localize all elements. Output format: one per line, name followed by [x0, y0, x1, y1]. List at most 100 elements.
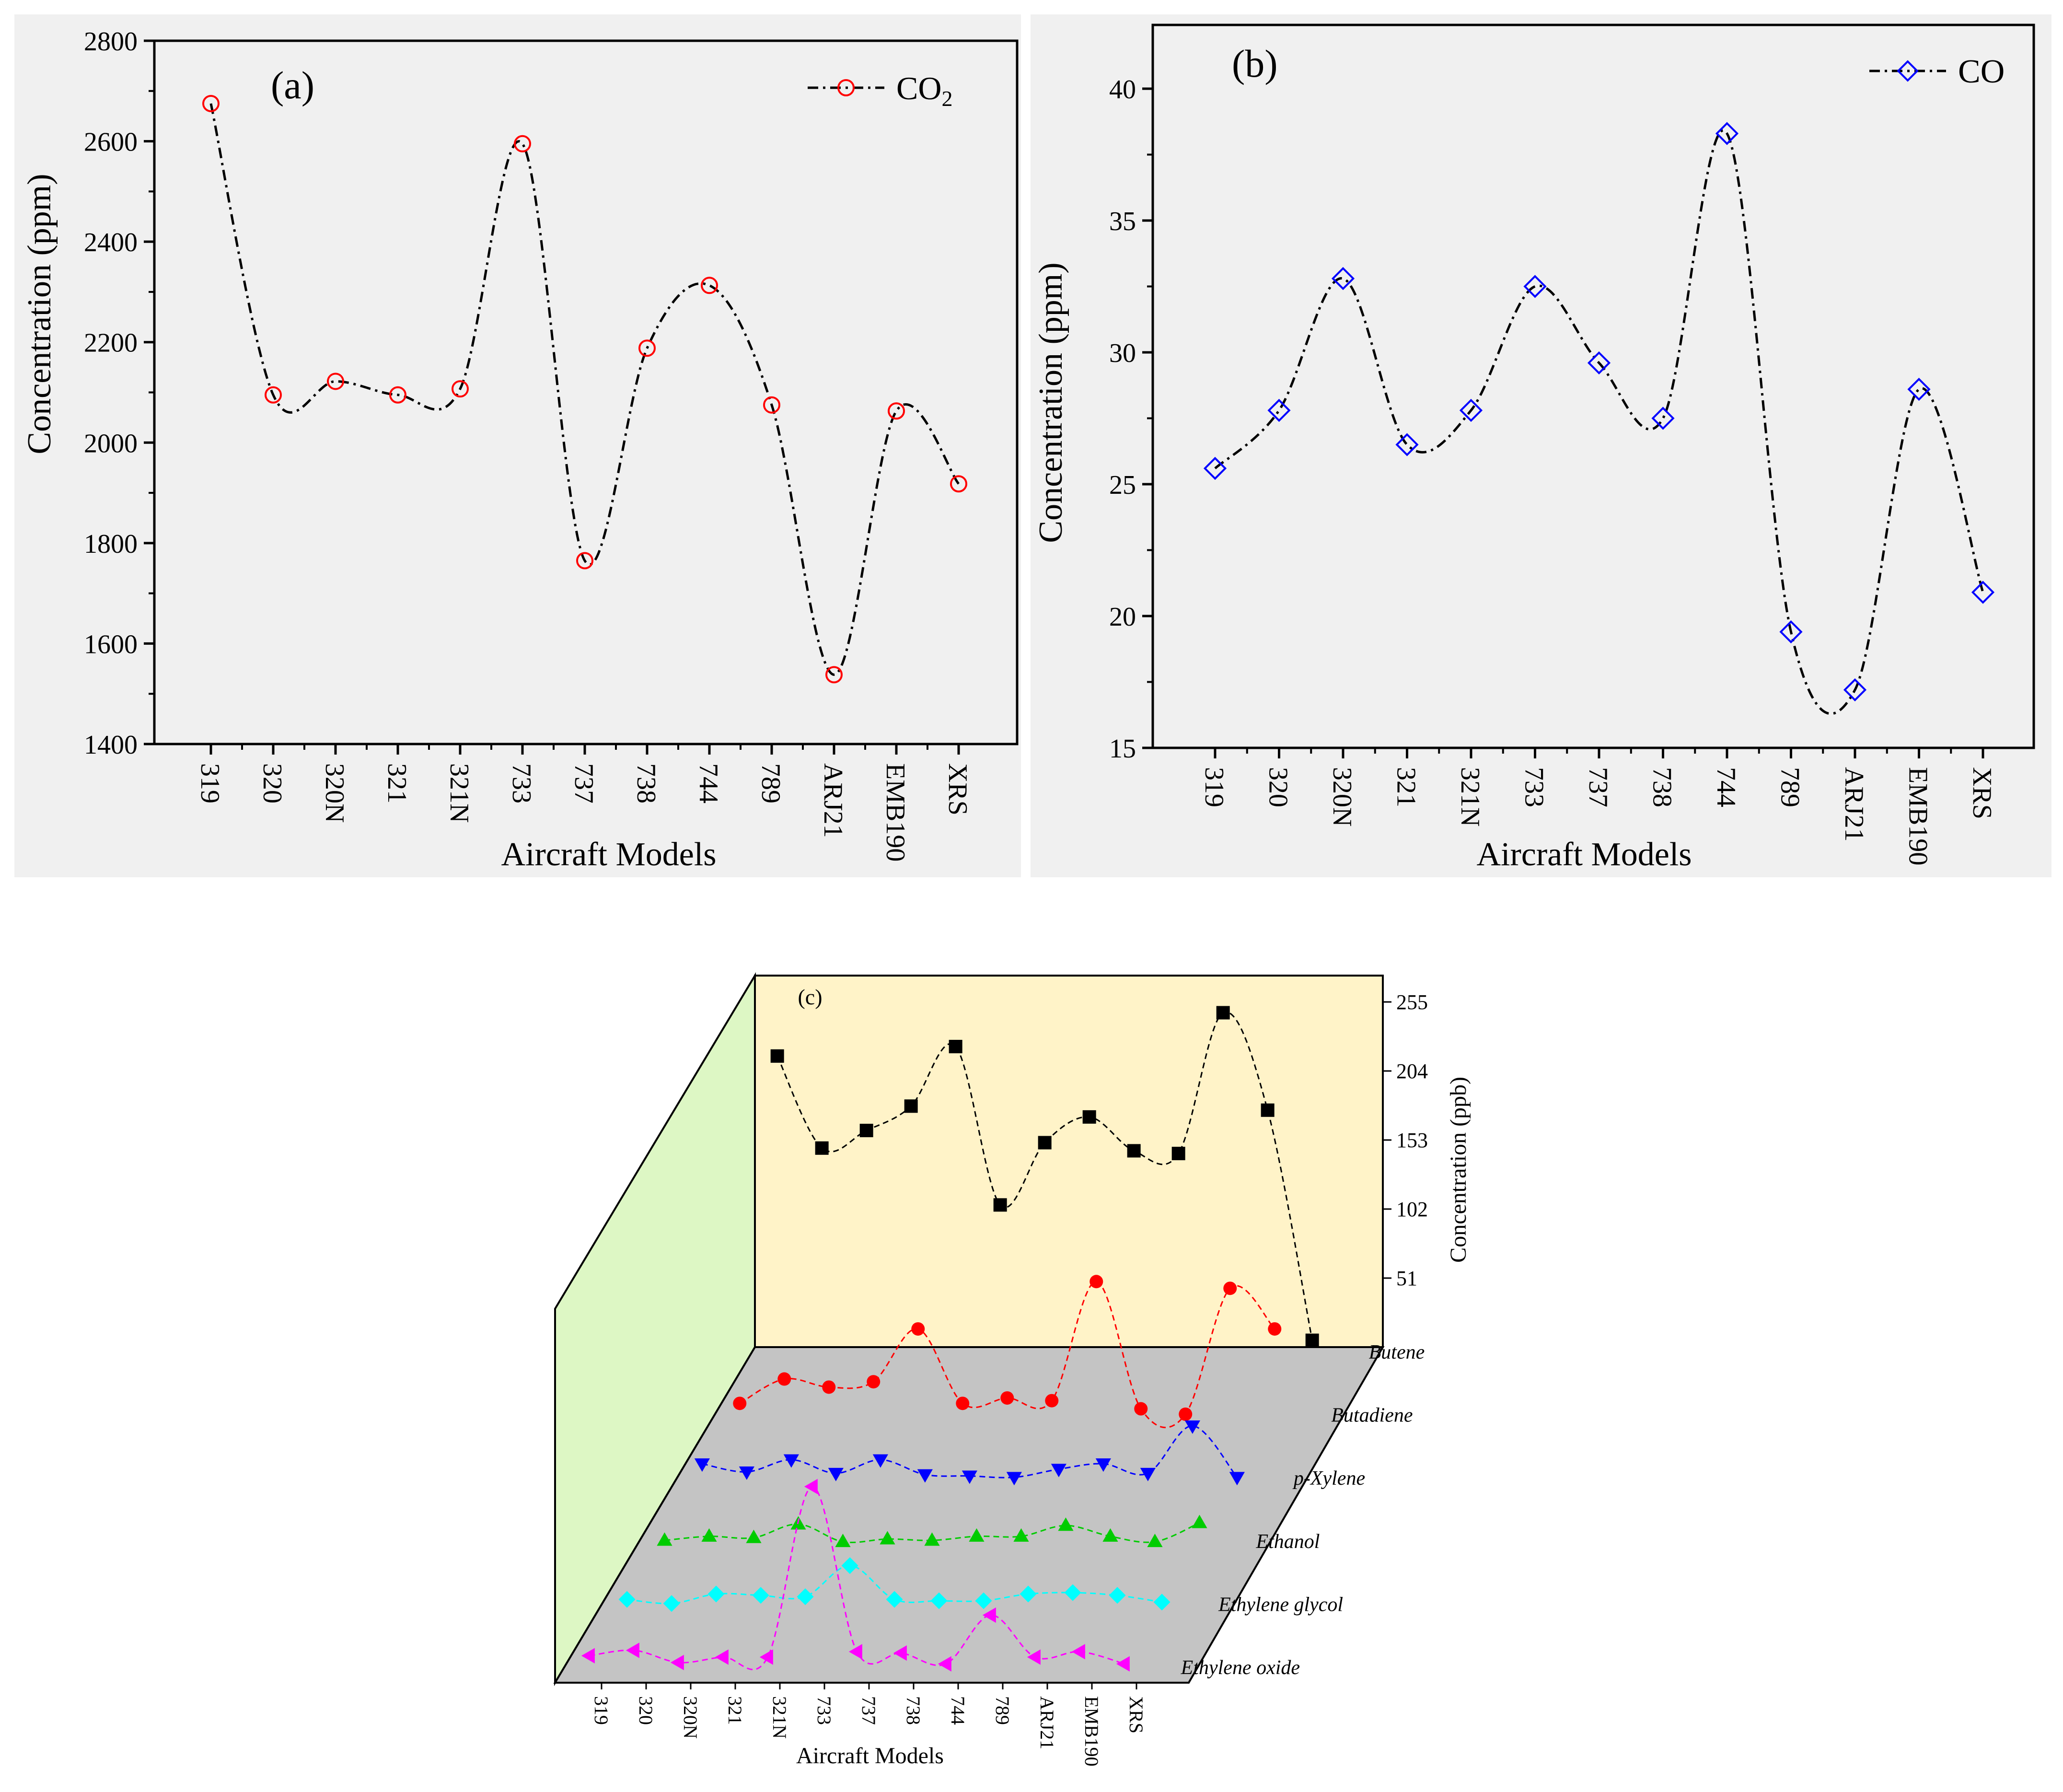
- chart-co-panel-label: (b): [1232, 42, 1278, 85]
- chart-co-y-tick-label: 35: [1109, 207, 1136, 236]
- chart-3d-data-point: [917, 1469, 933, 1483]
- chart-3d-data-point: [1013, 1528, 1029, 1542]
- chart-3d-series-line: [589, 1486, 1125, 1670]
- chart-co2-data-point: [202, 94, 220, 112]
- chart-3d-z-tick-label: 153: [1396, 1129, 1428, 1152]
- chart-co2-legend-marker: [837, 79, 855, 96]
- chart-co-y-axis-title: Concentration (ppm): [1032, 262, 1069, 543]
- chart-3d-vocs: 51 102 153 204 255 319 320 320N 321 321N 733 737 73…: [508, 935, 1543, 1783]
- chart-co-data-point: [1587, 351, 1611, 375]
- chart-co-data-point: [1651, 407, 1675, 430]
- chart-3d-data-point: [924, 1532, 940, 1546]
- chart-3d-data-point: [911, 1322, 925, 1336]
- chart-co2-plot-frame: [153, 39, 1019, 745]
- chart-3d-data-point: [1000, 1391, 1014, 1405]
- chart-3d-series-label: Ethanol: [1255, 1531, 1320, 1553]
- chart-co-data-point: [1779, 620, 1803, 644]
- chart-co2-x-tick-label: XRS: [943, 763, 973, 815]
- chart-co-data-point: [1971, 581, 1995, 604]
- chart-3d-series-ethylene-oxide: Ethylene oxide: [581, 1478, 1300, 1679]
- chart-3d-data-point: [694, 1458, 710, 1472]
- chart-3d-data-point: [1134, 1402, 1148, 1416]
- chart-3d-x-tick-label: 321N: [769, 1696, 790, 1739]
- chart-3d-data-point: [904, 1099, 918, 1113]
- chart-co-legend-label: CO: [1958, 53, 2005, 90]
- chart-3d-data-point: [859, 1124, 873, 1138]
- chart-co2-data-point: [576, 552, 593, 570]
- chart-3d-data-point: [1051, 1464, 1066, 1478]
- chart-3d-data-point: [1171, 1147, 1185, 1161]
- chart-co2-x-axis-title: Aircraft Models: [501, 836, 716, 873]
- chart-3d-x-tick-label: 733: [813, 1696, 835, 1725]
- chart-3d-data-point: [746, 1529, 762, 1543]
- chart-3d-series-label: Butadiene: [1331, 1405, 1413, 1427]
- chart-3d-x-tick-label: EMB190: [1081, 1696, 1102, 1767]
- chart-3d-data-point: [949, 1040, 962, 1054]
- chart-3d-data-point: [701, 1528, 717, 1542]
- chart-co-x-tick-label: 321: [1391, 767, 1421, 807]
- chart-co-x-tick-label: 321N: [1455, 767, 1485, 826]
- chart-3d-data-point: [657, 1532, 672, 1546]
- chart-3d-data-point: [841, 1557, 858, 1574]
- chart-3d-data-point: [956, 1396, 970, 1410]
- chart-3d-x-tick-label: ARJ21: [1036, 1696, 1058, 1749]
- chart-co-legend-marker: [1897, 60, 1919, 82]
- chart-co2-x-tick-label: 738: [631, 763, 661, 803]
- chart-3d-data-point: [1216, 1006, 1230, 1020]
- chart-3d-data-point: [1261, 1103, 1275, 1117]
- chart-3d-x-tick-label: 319: [591, 1696, 612, 1725]
- chart-co2-y-tick-label: 1600: [84, 629, 138, 659]
- chart-3d-z-tick-label: 51: [1396, 1267, 1417, 1290]
- chart-co-data-point: [1523, 275, 1547, 298]
- chart-co2-y-tick-label: 2000: [84, 429, 138, 458]
- chart-co2-data-point: [638, 339, 656, 357]
- chart-3d-data-point: [670, 1654, 684, 1670]
- chart-co2-x-tick-label: 744: [694, 763, 723, 803]
- chart-co2-x-tick-label: EMB190: [881, 763, 910, 861]
- chart-3d-data-point: [1058, 1517, 1074, 1531]
- chart-3d-data-point: [1229, 1472, 1245, 1486]
- chart-co-x-tick-label: ARJ21: [1839, 767, 1869, 842]
- chart-co-x-tick-label: XRS: [1967, 767, 1997, 819]
- chart-co2-data-point: [950, 475, 967, 493]
- chart-co-x-tick-label: EMB190: [1903, 767, 1933, 865]
- chart-co-data-point: [1715, 122, 1739, 145]
- chart-3d-data-point: [581, 1648, 595, 1664]
- chart-3d-data-point: [1184, 1420, 1200, 1434]
- chart-3d-data-point: [1027, 1649, 1041, 1665]
- chart-3d-data-point: [969, 1528, 985, 1542]
- chart-co2-x-tick-label: 321N: [444, 763, 474, 823]
- chart-co-data-point: [1331, 267, 1355, 291]
- chart-3d-x-tick-label: 738: [903, 1696, 924, 1725]
- chart-3d-z-tick-label: 102: [1396, 1198, 1428, 1221]
- chart-co-legend: CO: [1869, 53, 2005, 90]
- chart-co-data-point: [1395, 433, 1419, 456]
- chart-3d-data-point: [1064, 1584, 1081, 1601]
- chart-co-data-point: [1267, 398, 1291, 422]
- chart-3d-series-line: [777, 1011, 1313, 1341]
- chart-3d-data-point: [626, 1642, 639, 1658]
- chart-co-x-tick-label: 319: [1199, 767, 1229, 807]
- chart-3d-data-point: [993, 1198, 1007, 1212]
- chart-3d-data-point: [1006, 1472, 1022, 1486]
- chart-3d-data-point: [804, 1478, 818, 1494]
- chart-co2-legend-label: CO2: [896, 70, 952, 111]
- chart-co2-x-tick-label: 320: [257, 763, 287, 803]
- chart-3d-data-point: [707, 1585, 725, 1603]
- chart-3d-z-tick-label: 255: [1396, 990, 1428, 1014]
- chart-3d-series-butadiene: Butadiene: [733, 1275, 1413, 1429]
- chart-3d-data-point: [759, 1649, 773, 1665]
- chart-co2-data-point: [763, 396, 780, 414]
- chart-3d-data-point: [1020, 1585, 1037, 1603]
- chart-3d-data-point: [1223, 1281, 1237, 1295]
- chart-3d-panel-label: (c): [798, 985, 822, 1009]
- chart-co-x-tick-label: 320: [1263, 767, 1293, 807]
- chart-co-x-axis-title: Aircraft Models: [1476, 836, 1692, 873]
- chart-3d-x-axis: 319 320 320N 321 321N 733 737 738 744 789 ARJ21 EMB…: [591, 1683, 1147, 1767]
- chart-co2-axes: 1400 1600 1800 2000 2200 2400 2600 2800 319 320 32…: [84, 27, 973, 861]
- chart-3d-data-point: [880, 1531, 895, 1545]
- chart-3d-data-point: [1147, 1534, 1163, 1548]
- chart-3d-data-point: [822, 1380, 836, 1394]
- chart-co2-data-point: [825, 666, 843, 684]
- chart-3d-data-point: [783, 1454, 799, 1468]
